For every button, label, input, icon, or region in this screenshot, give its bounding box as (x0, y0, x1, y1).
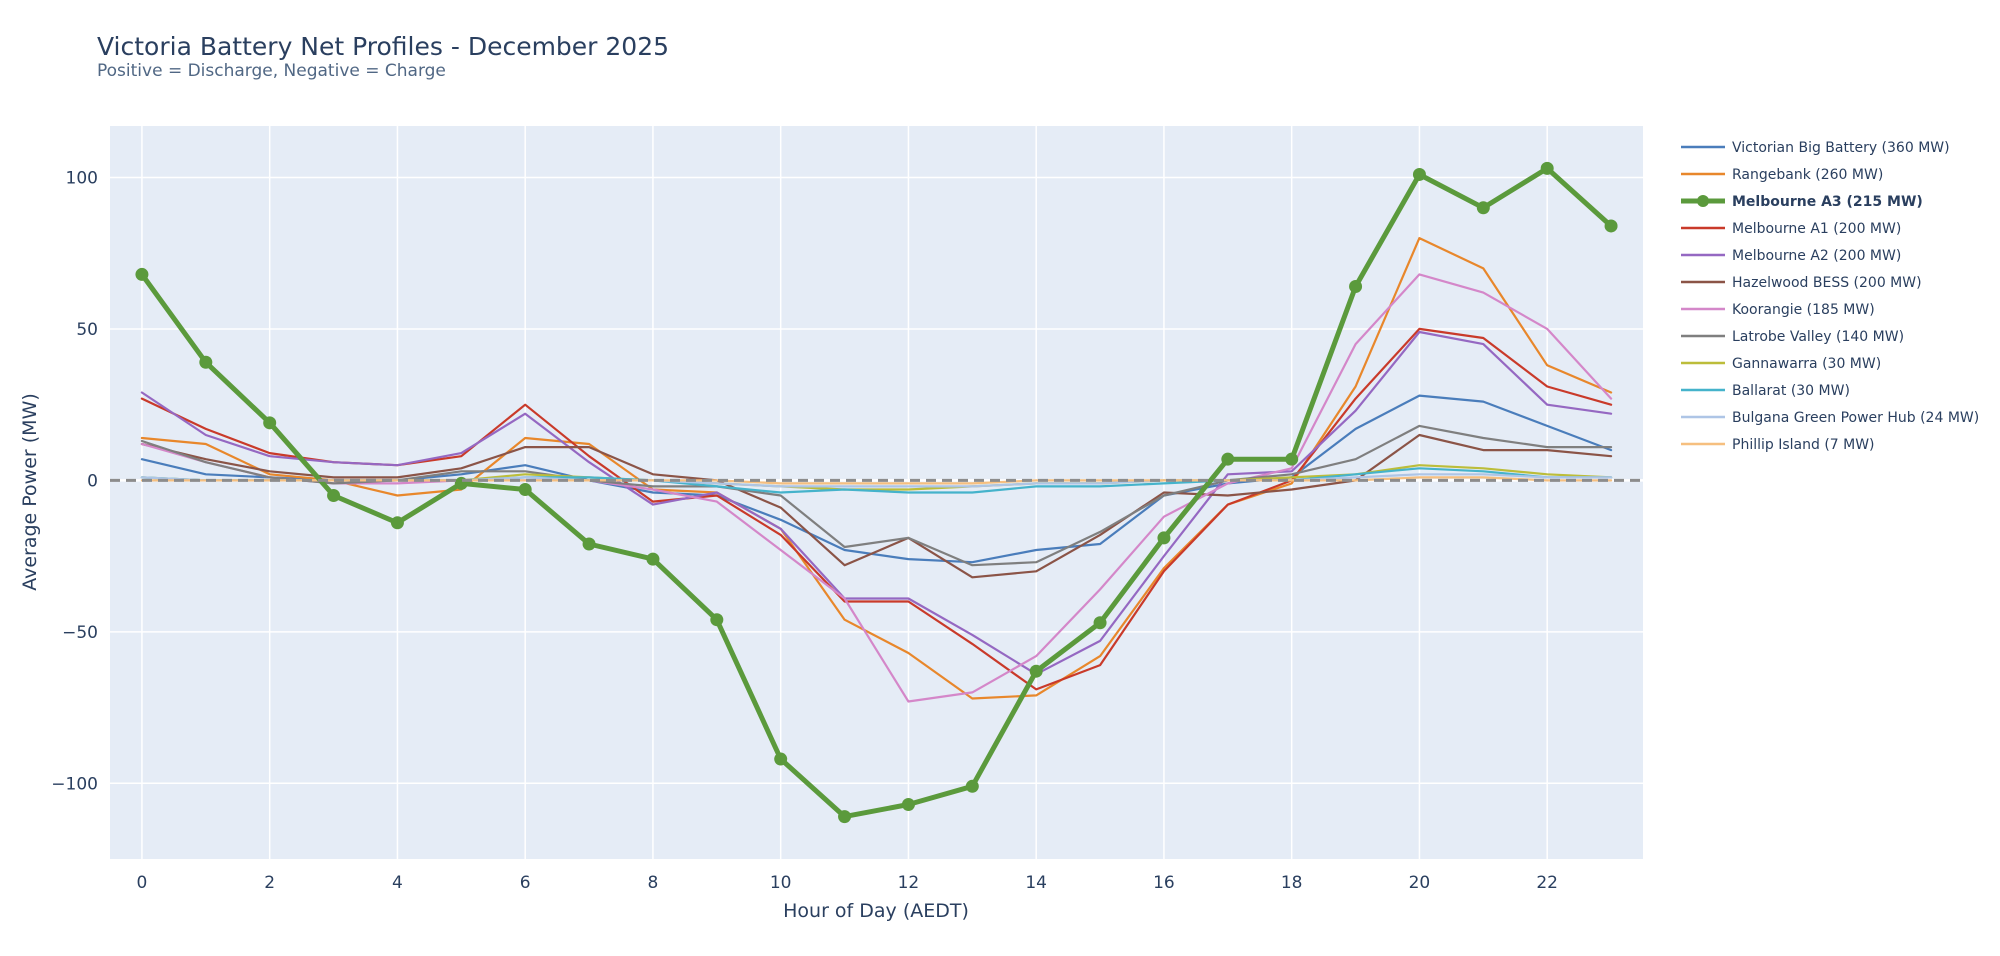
legend-label: Hazelwood BESS (200 MW) (1732, 275, 1922, 291)
legend-label: Ballarat (30 MW) (1732, 383, 1850, 399)
series-line[interactable] (140, 330, 1613, 676)
legend-item[interactable]: Melbourne A3 (215 MW) (1681, 194, 1923, 210)
data-point[interactable] (646, 552, 660, 566)
data-point[interactable] (901, 797, 915, 811)
data-point[interactable] (1157, 531, 1171, 545)
data-point[interactable] (1285, 452, 1299, 466)
chart-subtitle: Positive = Discharge, Negative = Charge (97, 61, 446, 81)
legend-label: Rangebank (260 MW) (1732, 167, 1883, 183)
y-axis-label: Average Power (MW) (19, 393, 41, 591)
legend-label: Bulgana Green Power Hub (24 MW) (1732, 410, 1979, 426)
x-tick-label: 22 (1536, 873, 1558, 893)
data-point[interactable] (1604, 219, 1618, 233)
data-point[interactable] (1029, 664, 1043, 678)
x-tick-label: 4 (392, 873, 403, 893)
data-point[interactable] (454, 476, 468, 490)
x-axis-label: Hour of Day (AEDT) (783, 900, 969, 922)
legend-label: Melbourne A1 (200 MW) (1732, 221, 1901, 237)
x-tick-label: 14 (1025, 873, 1047, 893)
legend-item[interactable]: Latrobe Valley (140 MW) (1681, 329, 1904, 345)
legend-item[interactable]: Gannawarra (30 MW) (1681, 356, 1881, 372)
legend-label: Gannawarra (30 MW) (1732, 356, 1881, 372)
y-tick-label: 0 (87, 471, 98, 491)
data-point[interactable] (1349, 280, 1363, 294)
chart-title: Victoria Battery Net Profiles - December… (97, 32, 669, 61)
legend-item[interactable]: Hazelwood BESS (200 MW) (1681, 275, 1922, 291)
data-point[interactable] (838, 810, 852, 824)
legend-item[interactable]: Victorian Big Battery (360 MW) (1681, 140, 1950, 156)
x-tick-label: 0 (137, 873, 148, 893)
legend-label: Latrobe Valley (140 MW) (1732, 329, 1904, 345)
data-point[interactable] (135, 267, 149, 281)
data-point[interactable] (1412, 167, 1426, 181)
legend-label: Koorangie (185 MW) (1732, 302, 1875, 318)
legend-item[interactable]: Rangebank (260 MW) (1681, 167, 1883, 183)
x-tick-label: 10 (770, 873, 792, 893)
y-tick-label: −100 (51, 774, 98, 794)
x-tick-label: 12 (898, 873, 920, 893)
y-tick-label: −50 (62, 623, 98, 643)
series-line[interactable] (140, 273, 1613, 703)
data-point[interactable] (1093, 616, 1107, 630)
x-tick-label: 20 (1409, 873, 1431, 893)
y-tick-layer: −100 −50 0 50 100 (51, 168, 98, 794)
x-tick-label: 8 (648, 873, 659, 893)
legend-item[interactable]: Melbourne A2 (200 MW) (1681, 248, 1901, 264)
data-point[interactable] (1476, 201, 1490, 215)
x-tick-label: 18 (1281, 873, 1303, 893)
data-point[interactable] (263, 416, 277, 430)
x-tick-label: 16 (1153, 873, 1175, 893)
legend-label: Melbourne A2 (200 MW) (1732, 248, 1901, 264)
data-point[interactable] (1540, 161, 1554, 175)
data-point[interactable] (518, 482, 532, 496)
data-point[interactable] (774, 752, 788, 766)
legend-label: Melbourne A3 (215 MW) (1732, 194, 1923, 210)
legend-marker (1697, 195, 1709, 207)
legend[interactable]: Victorian Big Battery (360 MW) Rangebank … (1681, 140, 1979, 453)
series-layer[interactable] (110, 161, 1643, 824)
data-point[interactable] (199, 355, 213, 369)
y-tick-label: 100 (66, 168, 98, 188)
series-line[interactable] (139, 165, 1614, 820)
legend-item[interactable]: Bulgana Green Power Hub (24 MW) (1681, 410, 1979, 426)
plot-area[interactable] (110, 126, 1643, 859)
legend-item[interactable]: Phillip Island (7 MW) (1681, 437, 1875, 453)
data-point[interactable] (390, 516, 404, 530)
data-point[interactable] (582, 537, 596, 551)
data-point[interactable] (710, 613, 724, 627)
data-point[interactable] (1221, 452, 1235, 466)
x-tick-layer: 0 2 4 6 8 10 12 14 16 18 20 22 (137, 873, 1558, 893)
series-line[interactable] (140, 237, 1613, 700)
data-point[interactable] (327, 489, 341, 503)
x-tick-label: 2 (264, 873, 275, 893)
data-point[interactable] (965, 779, 979, 793)
legend-item[interactable]: Melbourne A1 (200 MW) (1681, 221, 1901, 237)
y-tick-label: 50 (76, 320, 98, 340)
legend-label: Phillip Island (7 MW) (1732, 437, 1875, 453)
legend-label: Victorian Big Battery (360 MW) (1732, 140, 1950, 156)
legend-item[interactable]: Koorangie (185 MW) (1681, 302, 1875, 318)
legend-item[interactable]: Ballarat (30 MW) (1681, 383, 1850, 399)
x-tick-label: 6 (520, 873, 531, 893)
